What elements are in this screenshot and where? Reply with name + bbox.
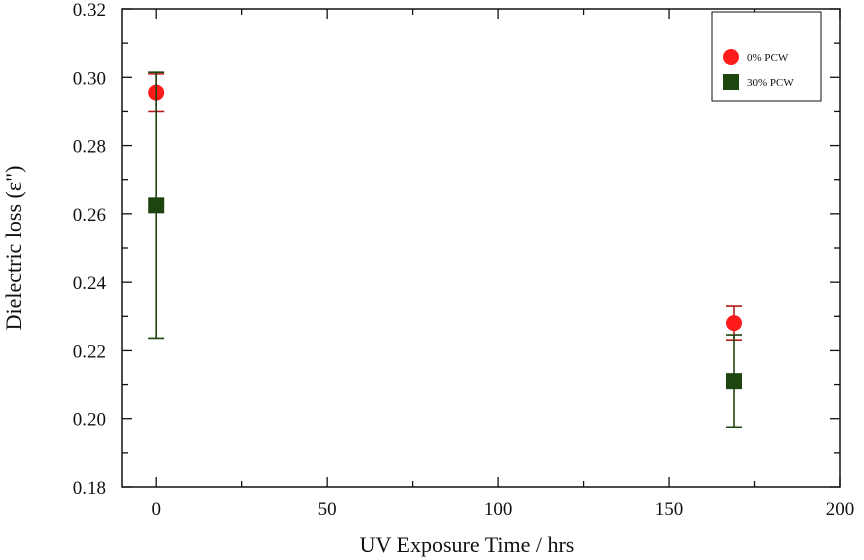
- x-tick-label: 50: [318, 499, 337, 520]
- legend-marker: [723, 74, 739, 90]
- axis-ticks: [122, 8, 841, 488]
- data-series: [148, 71, 743, 429]
- x-tick-labels: 0 50 100 150 200: [151, 499, 854, 520]
- data-point: [726, 315, 743, 332]
- x-tick-label: 0: [151, 499, 161, 520]
- y-tick-labels: 0.18 0.20 0.22 0.24 0.26 0.28 0.30 0.32: [73, 0, 107, 499]
- y-tick-label: 0.18: [73, 478, 106, 499]
- y-tick-label: 0.26: [73, 205, 106, 226]
- data-point: [148, 197, 165, 214]
- x-tick-label: 200: [826, 499, 855, 520]
- x-tick-label: 100: [484, 499, 513, 520]
- y-tick-label: 0.24: [73, 273, 107, 294]
- y-tick-label: 0.22: [73, 341, 106, 362]
- legend-label: 30% PCW: [747, 77, 794, 89]
- series: [148, 73, 743, 341]
- x-axis-label: UV Exposure Time / hrs: [360, 532, 575, 557]
- series: [148, 71, 743, 429]
- legend-marker: [723, 49, 739, 65]
- legend: 0% PCW 30% PCW: [711, 11, 822, 102]
- y-tick-label: 0.20: [73, 410, 106, 431]
- y-tick-label: 0.32: [73, 0, 106, 21]
- data-point: [726, 373, 743, 390]
- legend-label: 0% PCW: [747, 52, 789, 64]
- y-tick-label: 0.28: [73, 137, 106, 158]
- y-axis-label: Dielectric loss (ε"): [1, 166, 26, 331]
- x-tick-label: 150: [655, 499, 684, 520]
- y-tick-label: 0.30: [73, 68, 106, 89]
